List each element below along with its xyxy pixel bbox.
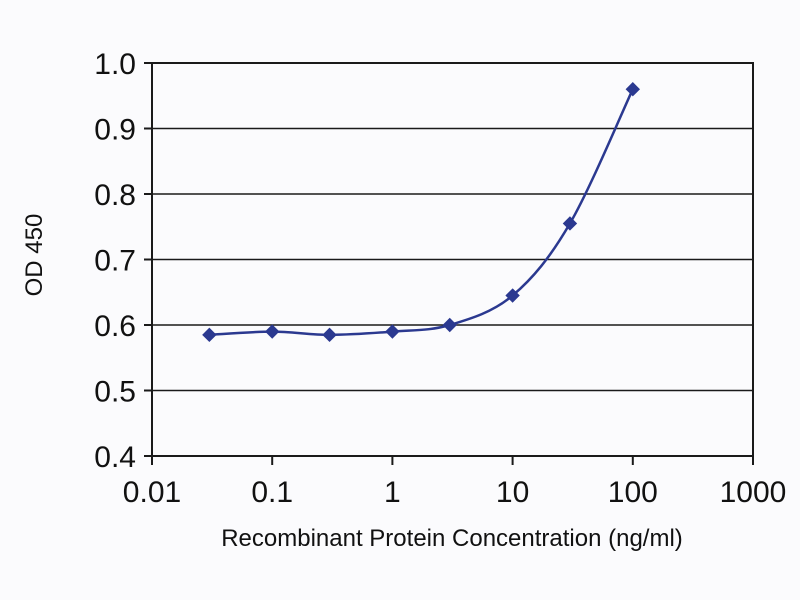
data-series-group <box>202 81 641 343</box>
x-tick-label: 0.1 <box>251 476 293 509</box>
tick-labels-group: 0.4 0.5 0.6 0.7 0.8 0.9 1.0 0.01 0.1 1 10 100 1000 <box>94 48 786 509</box>
data-point-marker <box>625 81 641 97</box>
x-tick-label: 10 <box>496 476 529 509</box>
data-point-marker <box>202 327 217 343</box>
x-tick-label: 1 <box>384 476 401 509</box>
data-point-marker <box>505 288 520 303</box>
x-axis-title: Recombinant Protein Concentration (ng/ml… <box>221 525 683 552</box>
y-tick-label: 1.0 <box>94 48 136 81</box>
y-tick-label: 0.6 <box>94 310 136 343</box>
data-point-marker <box>322 327 337 343</box>
series-line <box>209 88 634 337</box>
data-point-marker <box>562 216 578 231</box>
x-tick-label: 100 <box>608 476 658 509</box>
y-tick-label: 0.7 <box>94 245 136 278</box>
data-point-marker <box>385 324 400 339</box>
data-point-marker <box>264 324 280 339</box>
y-tick-label: 0.5 <box>94 376 136 409</box>
y-tick-label: 0.4 <box>94 441 136 474</box>
y-axis-title: OD 450 <box>21 214 48 297</box>
gridlines-group <box>152 62 753 457</box>
data-point-marker <box>442 317 457 333</box>
x-tick-label: 1000 <box>720 476 787 509</box>
y-tick-label: 0.9 <box>94 114 136 147</box>
tick-marks-group <box>144 62 754 465</box>
x-tick-label: 0.01 <box>123 476 181 509</box>
y-tick-label: 0.8 <box>94 179 136 212</box>
